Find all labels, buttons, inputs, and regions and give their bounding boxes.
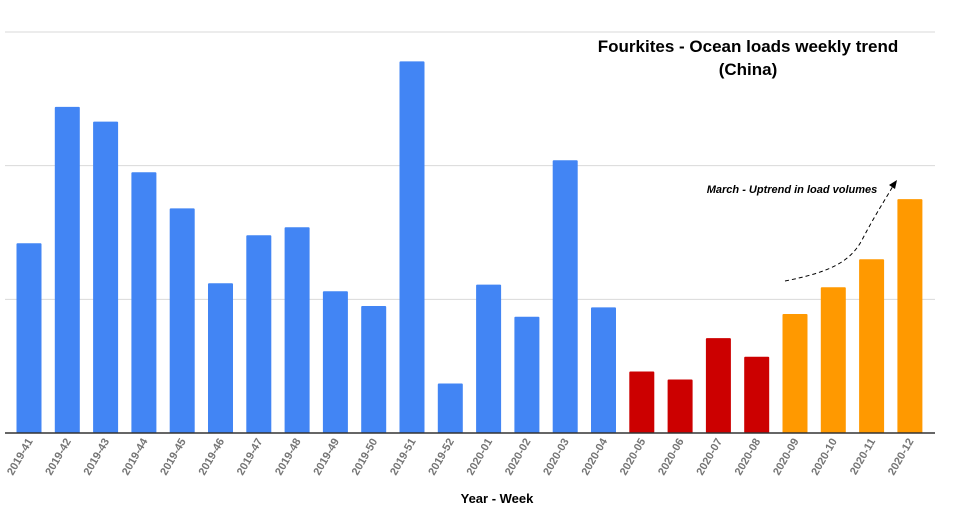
bars: [16, 61, 923, 434]
bar-2019-48: [284, 227, 310, 433]
bar-2020-09: [782, 314, 808, 433]
x-tick-label: 2020-03: [541, 437, 572, 478]
x-tick-label: 2019-51: [388, 437, 419, 478]
bar-2020-01: [476, 284, 502, 433]
x-tick-label: 2019-52: [426, 437, 457, 478]
x-tick-label: 2020-12: [886, 437, 917, 478]
chart-title: Fourkites - Ocean loads weekly trend: [598, 37, 898, 56]
bar-2020-04: [591, 307, 616, 433]
x-tick-label: 2019-48: [273, 437, 304, 478]
bar-2020-11: [859, 259, 885, 433]
bar-2020-02: [514, 316, 540, 433]
annotation-text: March - Uptrend in load volumes: [707, 184, 878, 196]
x-tick-label: 2019-45: [158, 437, 189, 478]
x-tick-labels: 2019-41 2019-42 2019-43 2019-44 2019-45 2019-…: [5, 436, 916, 478]
bar-2020-08: [744, 356, 770, 433]
bar-2019-42: [54, 106, 80, 434]
bar-2019-49: [322, 291, 348, 433]
annotation-arrow: [784, 185, 894, 282]
x-tick-label: 2020-06: [656, 437, 687, 478]
bar-2020-03: [552, 160, 578, 434]
x-tick-label: 2020-07: [694, 437, 725, 478]
bar-2019-50: [361, 306, 387, 433]
x-tick-label: 2020-08: [733, 437, 764, 478]
x-tick-label: 2019-42: [43, 437, 74, 478]
bar-2020-07: [705, 338, 731, 433]
x-tick-label: 2019-41: [5, 437, 36, 478]
x-tick-label: 2019-43: [82, 437, 113, 478]
x-tick-label: 2020-09: [771, 437, 802, 478]
x-tick-label: 2020-02: [503, 437, 534, 478]
x-tick-label: 2020-04: [580, 436, 611, 478]
bar-2020-05: [629, 371, 655, 433]
bar-2019-43: [93, 121, 119, 433]
bar-2019-46: [208, 283, 233, 433]
x-tick-label: 2019-49: [311, 437, 342, 478]
bar-2019-51: [399, 61, 425, 434]
x-tick-label: 2019-44: [120, 436, 151, 478]
bar-2020-10: [820, 287, 846, 433]
x-tick-label: 2019-46: [197, 437, 228, 478]
bar-2019-45: [169, 208, 195, 433]
x-tick-label: 2020-10: [809, 437, 840, 478]
bar-2019-52: [437, 383, 463, 433]
x-tick-label: 2020-05: [618, 437, 649, 478]
chart-subtitle: (China): [719, 60, 778, 79]
bar-2019-47: [246, 235, 272, 433]
x-tick-label: 2020-01: [465, 436, 496, 477]
bar-2019-44: [131, 172, 157, 434]
bar-2020-12: [897, 199, 923, 433]
x-tick-label: 2020-11: [848, 437, 878, 477]
x-axis-title: Year - Week: [461, 491, 535, 506]
x-tick-label: 2019-47: [235, 437, 266, 478]
bar-2020-06: [667, 379, 693, 433]
x-tick-label: 2019-50: [350, 437, 381, 478]
bar-2019-41: [16, 243, 42, 433]
annotation-arrowhead: [889, 180, 897, 189]
